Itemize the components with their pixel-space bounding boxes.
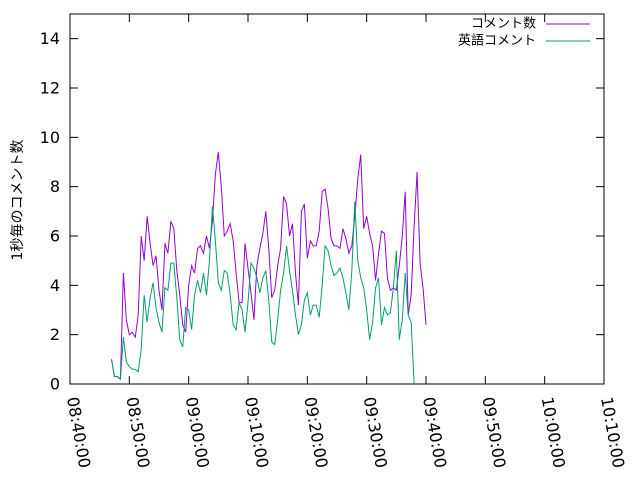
y-tick-label: 0: [50, 375, 60, 394]
x-tick-label: 09:10:00: [241, 395, 272, 469]
x-tick-labels: 08:40:00 08:50:00 09:00:00 09:10:00 09:20:00…: [63, 395, 628, 469]
y-tick-label: 4: [50, 276, 60, 295]
series-line-1: [111, 152, 427, 381]
y-tick-labels: 0 2 4 6 8 10 12 14: [40, 29, 60, 393]
x-tick-label: 09:30:00: [360, 395, 391, 469]
series-lines: [111, 152, 427, 385]
plot-frame: [69, 13, 605, 385]
x-tick-label: 08:50:00: [122, 395, 153, 469]
axes: [69, 13, 605, 385]
legend-label-1: コメント数: [471, 17, 536, 32]
legend-label-2: 英語コメント: [458, 33, 536, 49]
x-tick-label: 10:10:00: [597, 395, 628, 469]
y-tick-label: 10: [40, 128, 60, 147]
y-tick-label: 14: [40, 29, 60, 48]
series-line-2: [111, 201, 415, 385]
y-axis-label: 1秒毎のコメント数: [10, 140, 26, 261]
y-tick-label: 2: [50, 325, 60, 344]
x-tick-label: 08:40:00: [63, 395, 94, 469]
y-tick-label: 6: [50, 227, 60, 246]
y-tick-label: 12: [40, 79, 60, 98]
x-tick-label: 10:00:00: [538, 395, 569, 469]
y-tick-label: 8: [50, 177, 60, 196]
tick-marks: [69, 14, 605, 385]
x-tick-label: 09:50:00: [478, 395, 509, 469]
x-tick-label: 09:40:00: [419, 395, 450, 469]
x-tick-label: 09:00:00: [182, 395, 213, 469]
x-tick-label: 09:20:00: [300, 395, 331, 469]
